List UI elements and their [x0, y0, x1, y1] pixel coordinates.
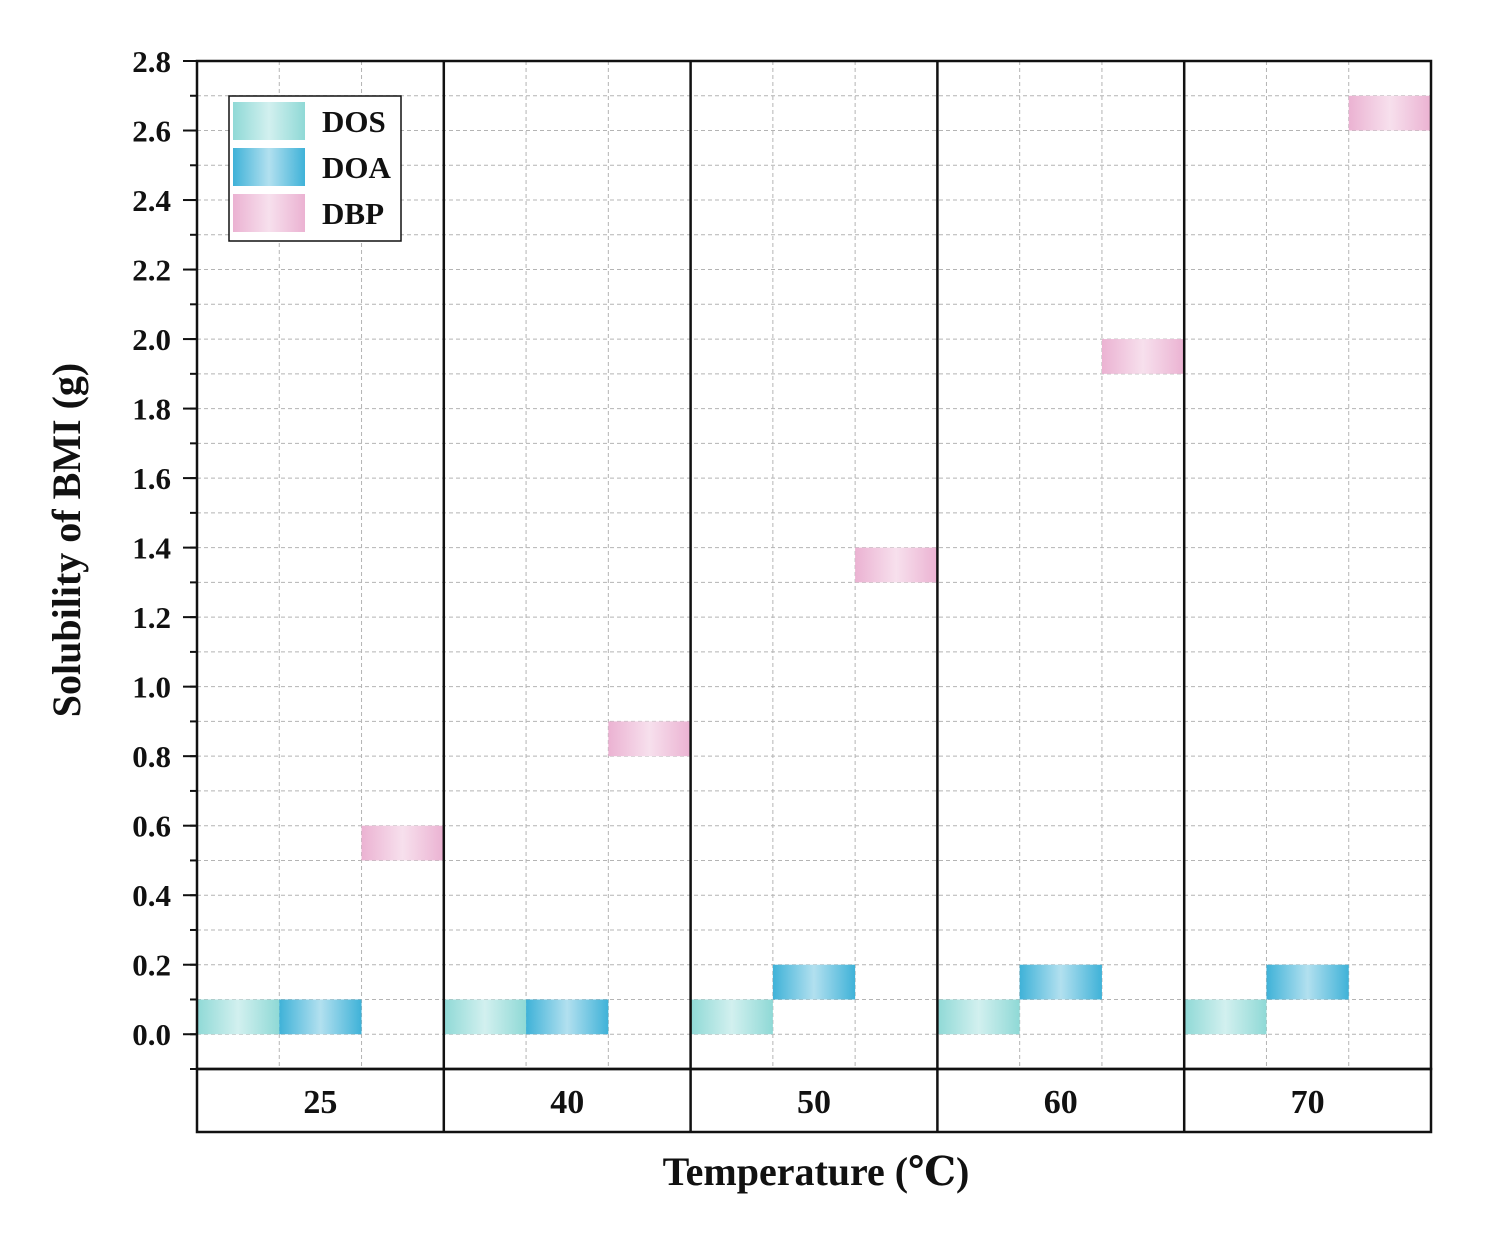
bar-dbp-25: [361, 825, 444, 861]
y-tick-label: 1.8: [132, 392, 171, 427]
frame-layer: [195, 59, 1433, 1134]
bars-layer: [197, 95, 1431, 1035]
legend: DOS DOA DBP: [228, 95, 402, 242]
bar-dbp-70: [1348, 95, 1431, 131]
bar-dos-50: [690, 999, 773, 1035]
bar-dbp-60: [1101, 339, 1185, 374]
y-tick-label: 2.2: [132, 253, 171, 288]
x-tick-label: 70: [1291, 1084, 1325, 1121]
y-tick-label: 1.6: [132, 461, 171, 496]
y-tick-label: 2.8: [132, 44, 171, 79]
y-tick-label: 1.2: [132, 600, 171, 635]
x-tick-label: 25: [303, 1084, 337, 1121]
x-tick-label: 60: [1044, 1084, 1078, 1121]
y-tick-label: 0.8: [132, 739, 171, 774]
x-tick-label: 40: [550, 1084, 584, 1121]
bar-dos-70: [1184, 999, 1267, 1035]
bar-doa-25: [279, 999, 362, 1035]
y-tick-label: 2.6: [132, 114, 171, 149]
y-axis-title: Solubility of BMI (g): [44, 363, 89, 717]
grid-layer: [197, 61, 1431, 1069]
x-axis-title: Temperature (℃): [663, 1149, 970, 1194]
legend-swatch-dos: [233, 102, 305, 140]
bar-doa-50: [772, 964, 856, 1000]
bar-doa-40: [526, 999, 609, 1035]
legend-swatch-dbp: [233, 194, 305, 232]
y-tick-label: 2.4: [132, 183, 171, 218]
legend-label-dos: DOS: [322, 104, 386, 139]
y-tick-label: 2.0: [132, 322, 171, 357]
y-tick-label: 1.0: [132, 670, 171, 705]
x-axis: 25 40 50 60 70: [303, 1084, 1324, 1121]
category-band: [195, 1067, 1433, 1134]
legend-label-doa: DOA: [322, 150, 392, 185]
bar-doa-60: [1019, 964, 1102, 1000]
x-tick-label: 50: [797, 1084, 831, 1121]
y-tick-label: 1.4: [132, 531, 171, 566]
bar-dos-25: [197, 999, 280, 1035]
bar-doa-70: [1266, 964, 1349, 1000]
y-tick-label: 0.2: [132, 948, 171, 983]
legend-swatch-doa: [233, 148, 305, 186]
y-tick-label: 0.6: [132, 809, 171, 844]
y-axis: 0.0 0.2 0.4 0.6 0.8 1.0 1.2 1.4 1.6 1.8 2.0 2.2 2.4 2…: [132, 44, 197, 1070]
legend-label-dbp: DBP: [322, 196, 384, 231]
y-tick-label: 0.0: [132, 1017, 171, 1052]
bar-dos-60: [937, 999, 1020, 1035]
bar-dbp-50: [855, 547, 938, 583]
bar-dos-40: [443, 999, 527, 1035]
y-tick-label: 0.4: [132, 878, 171, 913]
bar-dbp-40: [608, 721, 691, 757]
